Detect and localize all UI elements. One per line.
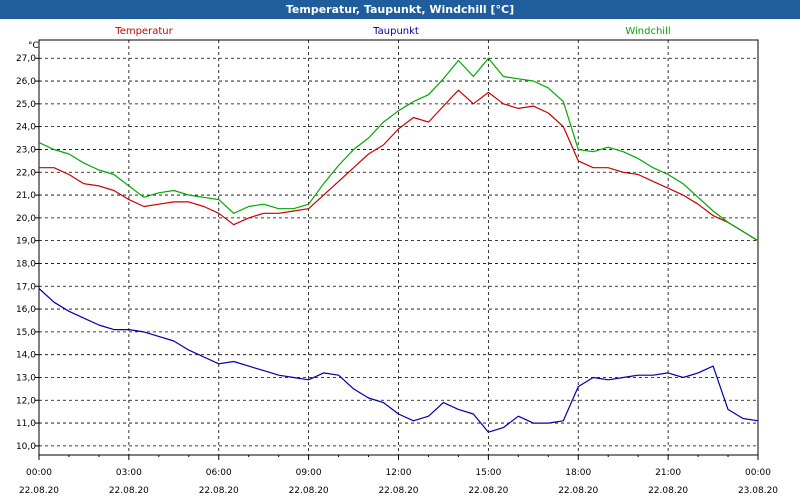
x-tick-date-label: 22.08.20 [199,486,239,496]
y-tick-label: 16,0 [16,305,36,315]
y-tick-label: 21,0 [16,191,36,201]
y-tick-label: 13,0 [16,373,36,383]
y-tick-label: 22,0 [16,168,36,178]
x-tick-time-label: 09:00 [296,468,322,478]
y-axis-unit-label: °C [28,41,39,51]
x-tick-date-label: 22.08.20 [648,486,688,496]
y-tick-label: 24,0 [16,123,36,133]
series-lines [38,57,759,433]
legend-temperatur: Temperatur [114,26,173,37]
series-line-temperatur [39,89,759,242]
y-tick-label: 17,0 [16,282,36,292]
x-tick-time-label: 12:00 [386,468,412,478]
window-title: Temperatur, Taupunkt, Windchill [°C] [0,0,800,19]
x-tick-time-label: 00:00 [26,468,52,478]
series-line-taupunkt [38,288,759,433]
y-tick-label: 18,0 [16,259,36,269]
y-tick-label: 23,0 [16,145,36,155]
x-tick-date-label: 22.08.20 [378,486,418,496]
legend-windchill: Windchill [625,26,670,37]
y-tick-label: 26,0 [16,77,36,87]
plot-area [38,39,759,456]
y-tick-label: 20,0 [16,214,36,224]
axis-labels: 10,0 11,0 12,0 13,0 14,0 15,0 16,0 17,0 18,0 19,0… [16,54,778,496]
y-tick-label: 27,0 [16,54,36,64]
x-tick-date-label: 22.08.20 [19,486,59,496]
y-tick-label: 14,0 [16,351,36,361]
y-tick-label: 15,0 [16,328,36,338]
x-tick-date-label: 22.08.20 [558,486,598,496]
x-tick-date-label: 23.08.20 [738,486,778,496]
legend-taupunkt: Taupunkt [372,26,419,37]
y-tick-label: 10,0 [16,442,36,452]
y-tick-label: 11,0 [16,419,36,429]
series-line-windchill [38,57,759,242]
y-tick-label: 12,0 [16,396,36,406]
x-tick-time-label: 21:00 [655,468,681,478]
x-tick-date-label: 22.08.20 [468,486,508,496]
x-tick-time-label: 18:00 [565,468,591,478]
x-tick-time-label: 15:00 [475,468,501,478]
x-tick-date-label: 22.08.20 [109,486,149,496]
x-tick-time-label: 00:00 [745,468,771,478]
x-tick-date-label: 22.08.20 [289,486,329,496]
y-tick-label: 25,0 [16,100,36,110]
x-tick-time-label: 03:00 [116,468,142,478]
y-tick-label: 19,0 [16,237,36,247]
x-tick-time-label: 06:00 [206,468,232,478]
